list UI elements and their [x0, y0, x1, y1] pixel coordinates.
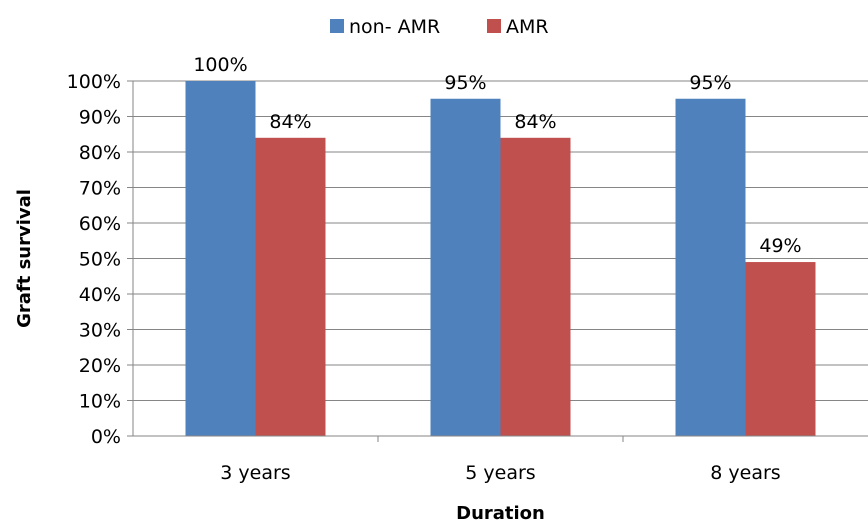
y-tick-label: 50%	[79, 249, 121, 271]
x-axis-title: Duration	[456, 503, 545, 521]
x-tick-label: 3 years	[220, 462, 290, 484]
legend-swatch-non-amr	[330, 19, 344, 33]
data-label: 100%	[193, 54, 247, 76]
data-label: 95%	[444, 72, 486, 94]
bar-amr-1	[255, 137, 326, 437]
y-tick-label: 80%	[79, 142, 121, 164]
y-tick-label: 30%	[79, 320, 121, 342]
data-label: 49%	[759, 235, 801, 257]
bar-amr-2	[500, 137, 571, 437]
bar-non-amr-2	[430, 98, 501, 436]
bar-non-amr-3	[675, 98, 746, 436]
x-tick-label: 5 years	[465, 462, 535, 484]
y-tick-label: 40%	[79, 284, 121, 306]
data-labels: 100% 84% 95% 84% 95% 49%	[193, 54, 801, 257]
bar-non-amr-1	[185, 81, 256, 436]
y-tick-label: 10%	[79, 391, 121, 413]
legend-label-non-amr: non- AMR	[349, 16, 440, 38]
y-tick-label: 90%	[79, 107, 121, 129]
legend: non- AMR AMR	[330, 16, 549, 38]
y-tick-labels: 0% 10% 20% 30% 40% 50% 60% 70% 80% 90% 100%	[67, 71, 121, 448]
data-label: 84%	[269, 111, 311, 133]
data-label: 84%	[514, 111, 556, 133]
y-tick-label: 20%	[79, 355, 121, 377]
y-tick-label: 60%	[79, 213, 121, 235]
bar-amr-3	[745, 262, 816, 436]
bars	[185, 81, 816, 437]
y-tick-label: 70%	[79, 178, 121, 200]
legend-swatch-amr	[487, 19, 501, 33]
y-axis-title: Graft survival	[14, 189, 35, 328]
y-tick-label: 0%	[91, 426, 121, 448]
x-tick-labels: 3 years 5 years 8 years	[220, 462, 780, 484]
axes	[132, 81, 868, 437]
legend-label-amr: AMR	[506, 16, 549, 38]
data-label: 95%	[689, 72, 731, 94]
x-tick-label: 8 years	[710, 462, 780, 484]
y-tick-label: 100%	[67, 71, 121, 93]
